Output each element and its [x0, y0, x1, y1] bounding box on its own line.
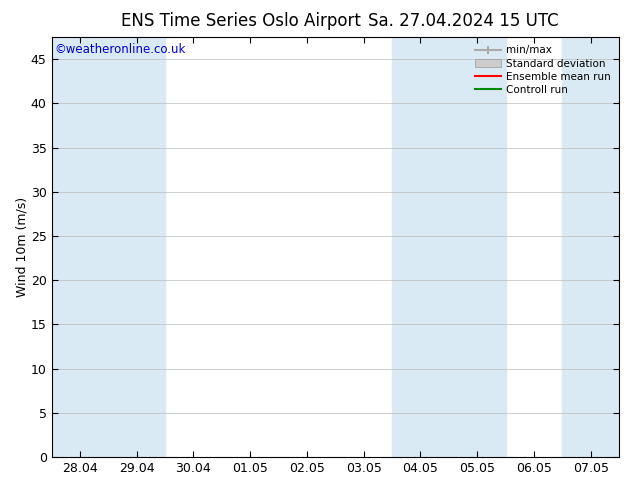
Text: ©weatheronline.co.uk: ©weatheronline.co.uk	[55, 43, 186, 56]
Bar	[562, 37, 619, 457]
Bar	[392, 37, 449, 457]
Bar	[51, 37, 108, 457]
Y-axis label: Wind 10m (m/s): Wind 10m (m/s)	[15, 197, 28, 297]
Text: Sa. 27.04.2024 15 UTC: Sa. 27.04.2024 15 UTC	[368, 12, 558, 30]
Bar	[108, 37, 165, 457]
Text: ENS Time Series Oslo Airport: ENS Time Series Oslo Airport	[121, 12, 361, 30]
Legend: min/max, Standard deviation, Ensemble mean run, Controll run: min/max, Standard deviation, Ensemble me…	[472, 42, 614, 98]
Bar	[449, 37, 505, 457]
